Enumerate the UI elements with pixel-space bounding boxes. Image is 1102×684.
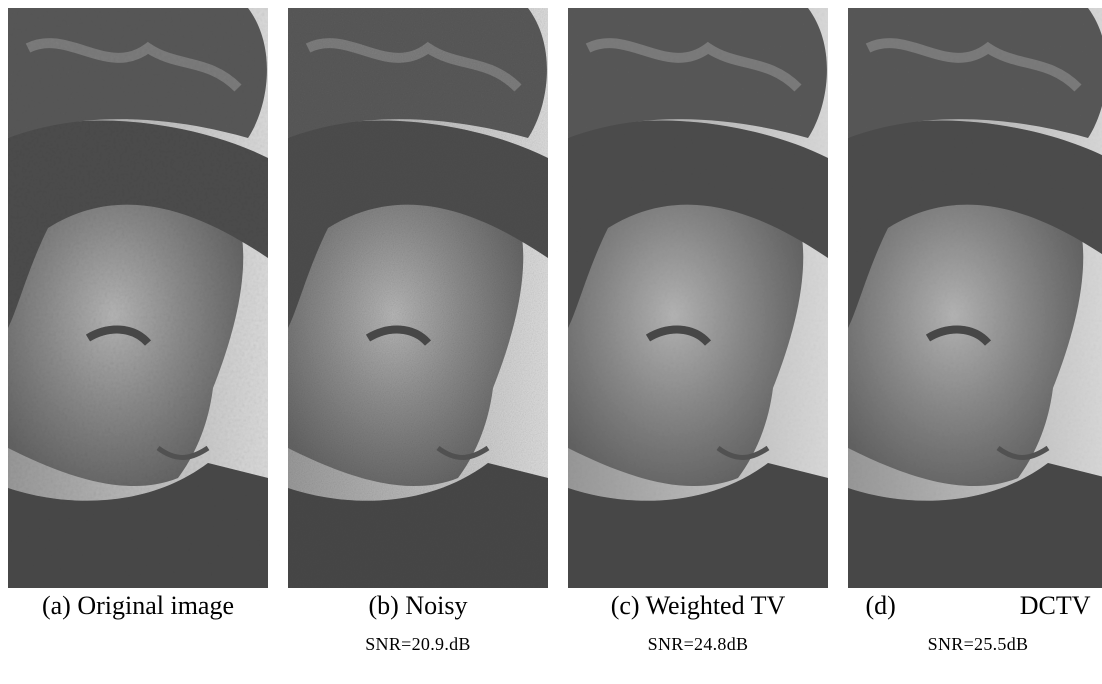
panel: (c) Weighted TV SNR=24.8dB [568,8,828,655]
caption-text: Noisy [405,591,467,620]
figure: (a) Original image (b) Noisy SNR=20.9.dB (c… [0,0,1102,684]
caption-text: Weighted TV [646,591,786,620]
panel: (a) Original image [8,8,268,622]
portrait-image [8,8,268,588]
portrait-image [848,8,1102,588]
caption: (d) DCTV [866,590,1091,622]
caption: (c) Weighted TV [568,590,828,622]
caption-text: Original image [77,591,234,620]
portrait-image [568,8,828,588]
caption-label: (a) [42,591,71,620]
caption-text: DCTV [1020,590,1091,622]
snr-label: SNR=20.9.dB [288,634,548,655]
snr-label: SNR=25.5dB [848,634,1102,655]
panel: (d) DCTV SNR=25.5dB [848,8,1102,655]
portrait-image [288,8,548,588]
snr-label: SNR=24.8dB [568,634,828,655]
caption-label: (d) [866,590,896,622]
caption-label: (b) [369,591,399,620]
panel: (b) Noisy SNR=20.9.dB [288,8,548,655]
caption: (a) Original image [31,590,246,622]
caption: (b) Noisy [288,590,548,622]
caption-label: (c) [611,591,640,620]
